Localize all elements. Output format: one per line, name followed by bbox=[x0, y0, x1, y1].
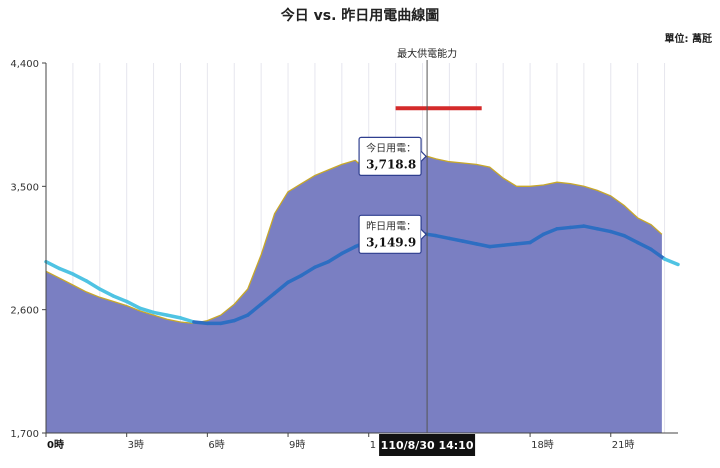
yesterday-line-segment bbox=[326, 251, 344, 264]
today-tooltip-value: 3,718.8 bbox=[366, 157, 416, 171]
yesterday-line-segment bbox=[514, 240, 532, 246]
yesterday-line-segment bbox=[595, 227, 613, 234]
yesterday-line-segment bbox=[84, 279, 102, 291]
yesterday-line-segment bbox=[582, 224, 600, 231]
yesterday-line-segment bbox=[178, 316, 196, 324]
today-area-layer bbox=[45, 155, 663, 434]
yesterday-line-segment bbox=[487, 243, 505, 249]
reference-layer: 最大供電能力 bbox=[395, 47, 482, 111]
yesterday-line-segment bbox=[98, 287, 115, 298]
yesterday-tooltip-value: 3,149.9 bbox=[366, 235, 416, 249]
yesterday-line-segment bbox=[649, 247, 667, 261]
yesterday-line-segment bbox=[165, 313, 183, 320]
yesterday-line-segment bbox=[568, 224, 586, 230]
yesterday-line-segment bbox=[192, 320, 210, 326]
x-tick-label: 21時 bbox=[612, 439, 635, 451]
unit-label: 單位: 萬瓩 bbox=[665, 32, 712, 45]
yesterday-line-segment bbox=[313, 259, 331, 269]
y-tick-label: 3,500 bbox=[10, 182, 39, 193]
yesterday-line-segment bbox=[447, 236, 465, 243]
yesterday-line-segment bbox=[609, 229, 626, 238]
x-tick-label: 1 bbox=[370, 440, 376, 451]
yesterday-line-segment bbox=[71, 272, 89, 283]
cursor-time-label: 110/8/30 14:10 bbox=[381, 439, 474, 452]
chart-title: 今日 vs. 昨日用電曲線圖 bbox=[280, 7, 440, 24]
yesterday-line-segment bbox=[635, 240, 653, 252]
yesterday-line-segment bbox=[245, 302, 263, 317]
max-capacity-label: 最大供電能力 bbox=[397, 47, 457, 60]
yesterday-line-segment bbox=[259, 291, 277, 306]
yesterday-line-segment bbox=[219, 318, 237, 326]
y-tick-label: 1,700 bbox=[10, 429, 39, 440]
yesterday-line-segment bbox=[622, 233, 640, 245]
x-tick-label: 3時 bbox=[128, 439, 144, 451]
yesterday-line-segment bbox=[138, 306, 156, 315]
axes: 1,700 2,600 3,500 4,400 0時 3時 6時 9時 1 18時 21時 bbox=[10, 59, 678, 451]
x-tick-label: 18時 bbox=[531, 439, 554, 451]
yesterday-line-segment bbox=[461, 239, 479, 246]
today-area bbox=[46, 156, 662, 434]
yesterday-line-segment bbox=[434, 233, 452, 241]
yesterday-line-segment bbox=[474, 242, 492, 249]
yesterday-line-segment bbox=[528, 232, 546, 245]
yesterday-line-segment bbox=[111, 294, 129, 304]
yesterday-line-segment bbox=[501, 242, 519, 248]
today-tooltip-label: 今日用電： bbox=[366, 141, 416, 154]
tooltip-pointer bbox=[420, 150, 427, 162]
yesterday-line-segment bbox=[44, 259, 62, 271]
x-tick-label: 0時 bbox=[47, 438, 64, 451]
yesterday-line-segment bbox=[662, 257, 680, 267]
x-tick-label: 6時 bbox=[208, 439, 224, 451]
y-tick-label: 4,400 bbox=[10, 59, 39, 70]
yesterday-line-segment bbox=[541, 227, 559, 237]
tooltip-pointer bbox=[420, 228, 427, 240]
yesterday-line-segment bbox=[151, 310, 169, 317]
yesterday-line-segment bbox=[124, 299, 142, 311]
yesterday-line-segment bbox=[555, 225, 573, 231]
yesterday-line-segment bbox=[340, 244, 358, 256]
y-tick-label: 2,600 bbox=[10, 306, 39, 317]
yesterday-line-segment bbox=[57, 266, 75, 276]
yesterday-line-segment bbox=[232, 313, 250, 323]
cursor-layer: 今日用電： 3,718.8 昨日用電： 3,149.9 110/8/30 14:10 bbox=[358, 60, 476, 456]
yesterday-line-segment bbox=[286, 273, 304, 285]
yesterday-tooltip-label: 昨日用電： bbox=[366, 220, 416, 232]
yesterday-line-segment bbox=[299, 265, 317, 278]
yesterday-line-segment bbox=[272, 280, 290, 295]
x-tick-label: 9時 bbox=[289, 439, 305, 451]
cursor-time-box bbox=[379, 434, 476, 456]
